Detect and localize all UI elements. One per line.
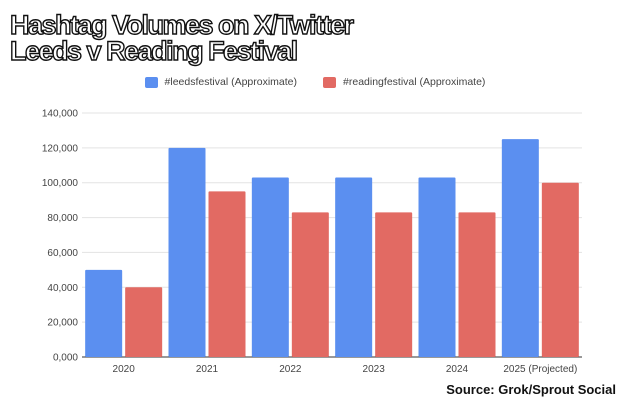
bar-leeds bbox=[251, 177, 289, 357]
bar-reading bbox=[458, 212, 496, 357]
chart-title-line-2: Leeds v Reading Festival bbox=[9, 36, 299, 66]
bar-reading bbox=[125, 287, 163, 357]
bar-leeds bbox=[501, 139, 539, 357]
x-tick-label: 2022 bbox=[279, 364, 302, 375]
legend-label-leeds: #leedsfestival (Approximate) bbox=[164, 76, 298, 88]
chart-title: Hashtag Volumes on X/Twitter Leeds v Rea… bbox=[9, 10, 354, 66]
x-tick-label: 2023 bbox=[363, 364, 386, 375]
bar-leeds bbox=[418, 177, 456, 357]
legend-item-reading: #readingfestival (Approximate) bbox=[323, 76, 485, 88]
bar-reading bbox=[208, 191, 246, 357]
y-tick-label: 140,000 bbox=[42, 109, 79, 120]
bar-reading bbox=[375, 212, 413, 357]
chart-title-line-1: Hashtag Volumes on X/Twitter bbox=[9, 10, 354, 40]
bar-reading bbox=[541, 182, 579, 357]
y-tick-label: 40,000 bbox=[47, 283, 78, 294]
x-tick-label: 2021 bbox=[196, 364, 219, 375]
source-note: Source: Grok/Sprout Social bbox=[446, 382, 616, 397]
bar-leeds bbox=[335, 177, 373, 357]
y-tick-label: 80,000 bbox=[47, 213, 78, 224]
legend-label-reading: #readingfestival (Approximate) bbox=[343, 76, 486, 88]
legend-swatch-reading bbox=[323, 76, 337, 88]
y-tick-label: 20,000 bbox=[47, 318, 78, 329]
y-tick-label: 120,000 bbox=[42, 143, 79, 154]
chart-legend: #leedsfestival (Approximate) #readingfes… bbox=[0, 76, 630, 88]
legend-swatch-leeds bbox=[144, 76, 158, 88]
y-tick-label: 60,000 bbox=[47, 248, 78, 259]
x-tick-label: 2024 bbox=[446, 364, 469, 375]
bar-reading bbox=[291, 212, 329, 357]
y-tick-label: 0,000 bbox=[53, 353, 78, 364]
y-tick-label: 100,000 bbox=[42, 178, 79, 189]
x-tick-label: 2025 (Projected) bbox=[503, 364, 577, 375]
legend-item-leeds: #leedsfestival (Approximate) bbox=[144, 76, 298, 88]
bar-leeds bbox=[168, 147, 206, 357]
bar-leeds bbox=[85, 269, 123, 357]
x-tick-label: 2020 bbox=[113, 364, 136, 375]
